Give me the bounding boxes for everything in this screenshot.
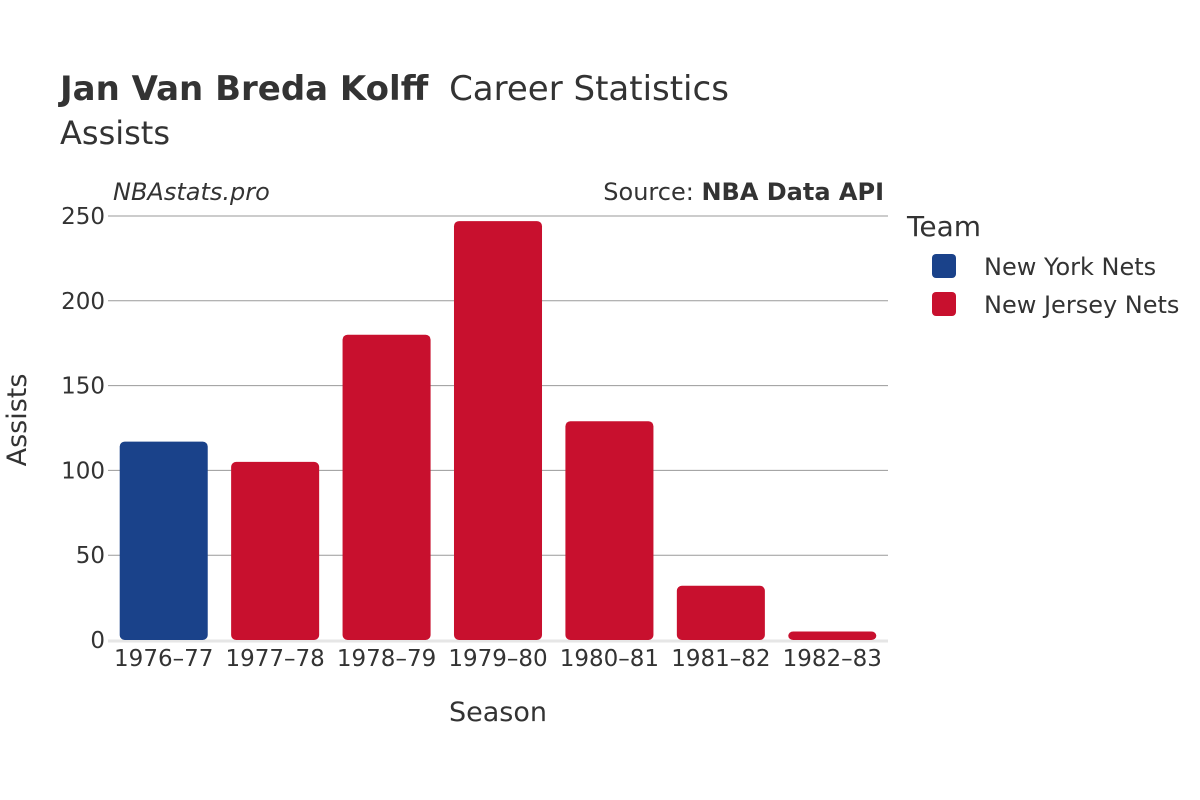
y-tick-label: 200	[61, 289, 105, 315]
y-axis-label: Assists	[2, 374, 33, 467]
legend-label-new-jersey-nets[interactable]: New Jersey Nets	[984, 291, 1179, 319]
bar-1981–82[interactable]	[676, 585, 765, 640]
x-tick-label: 1979–80	[448, 646, 547, 672]
bar-1979–80[interactable]	[453, 221, 543, 640]
x-tick-label: 1982–83	[783, 646, 882, 672]
legend-swatch-new-york-nets[interactable]	[932, 254, 956, 278]
x-tick-label: 1977–78	[225, 646, 324, 672]
chart-title: Jan Van Breda Kolff Career Statistics	[58, 69, 729, 109]
bar-1978–79[interactable]	[342, 334, 431, 640]
y-tick-label: 50	[76, 543, 105, 569]
legend: Team New York Nets New Jersey Nets	[906, 210, 1179, 319]
bars	[119, 221, 877, 640]
y-tick-label: 0	[90, 628, 105, 654]
x-tick-label: 1980–81	[560, 646, 659, 672]
chart-title-player: Jan Van Breda Kolff	[58, 69, 429, 109]
legend-swatch-new-jersey-nets[interactable]	[932, 292, 956, 316]
chart-subtitle: Assists	[60, 114, 170, 152]
watermark: NBAstats.pro	[113, 178, 270, 206]
legend-title: Team	[906, 210, 981, 243]
bar-1980–81[interactable]	[565, 421, 654, 640]
x-tick-labels: 1976–77 1977–78 1978–79 1979–80 1980–81 1981–…	[114, 646, 882, 672]
x-tick-label: 1981–82	[671, 646, 770, 672]
y-tick-labels: 0 50 100 150 200 250	[61, 204, 105, 654]
source-name: NBA Data API	[701, 178, 884, 206]
bar-1982–83[interactable]	[788, 631, 877, 640]
bar-1977–78[interactable]	[231, 461, 320, 640]
source-credit: Source: NBA Data API	[603, 178, 884, 206]
x-tick-label: 1978–79	[337, 646, 436, 672]
y-tick-label: 100	[61, 458, 105, 484]
y-tick-label: 250	[61, 204, 105, 230]
y-tick-label: 150	[61, 374, 105, 400]
legend-label-new-york-nets[interactable]: New York Nets	[984, 253, 1156, 281]
x-axis-label: Season	[449, 697, 547, 728]
chart-title-suffix: Career Statistics	[449, 69, 729, 109]
source-prefix: Source:	[603, 178, 701, 206]
x-tick-label: 1976–77	[114, 646, 213, 672]
bar-1976–77[interactable]	[119, 441, 208, 640]
